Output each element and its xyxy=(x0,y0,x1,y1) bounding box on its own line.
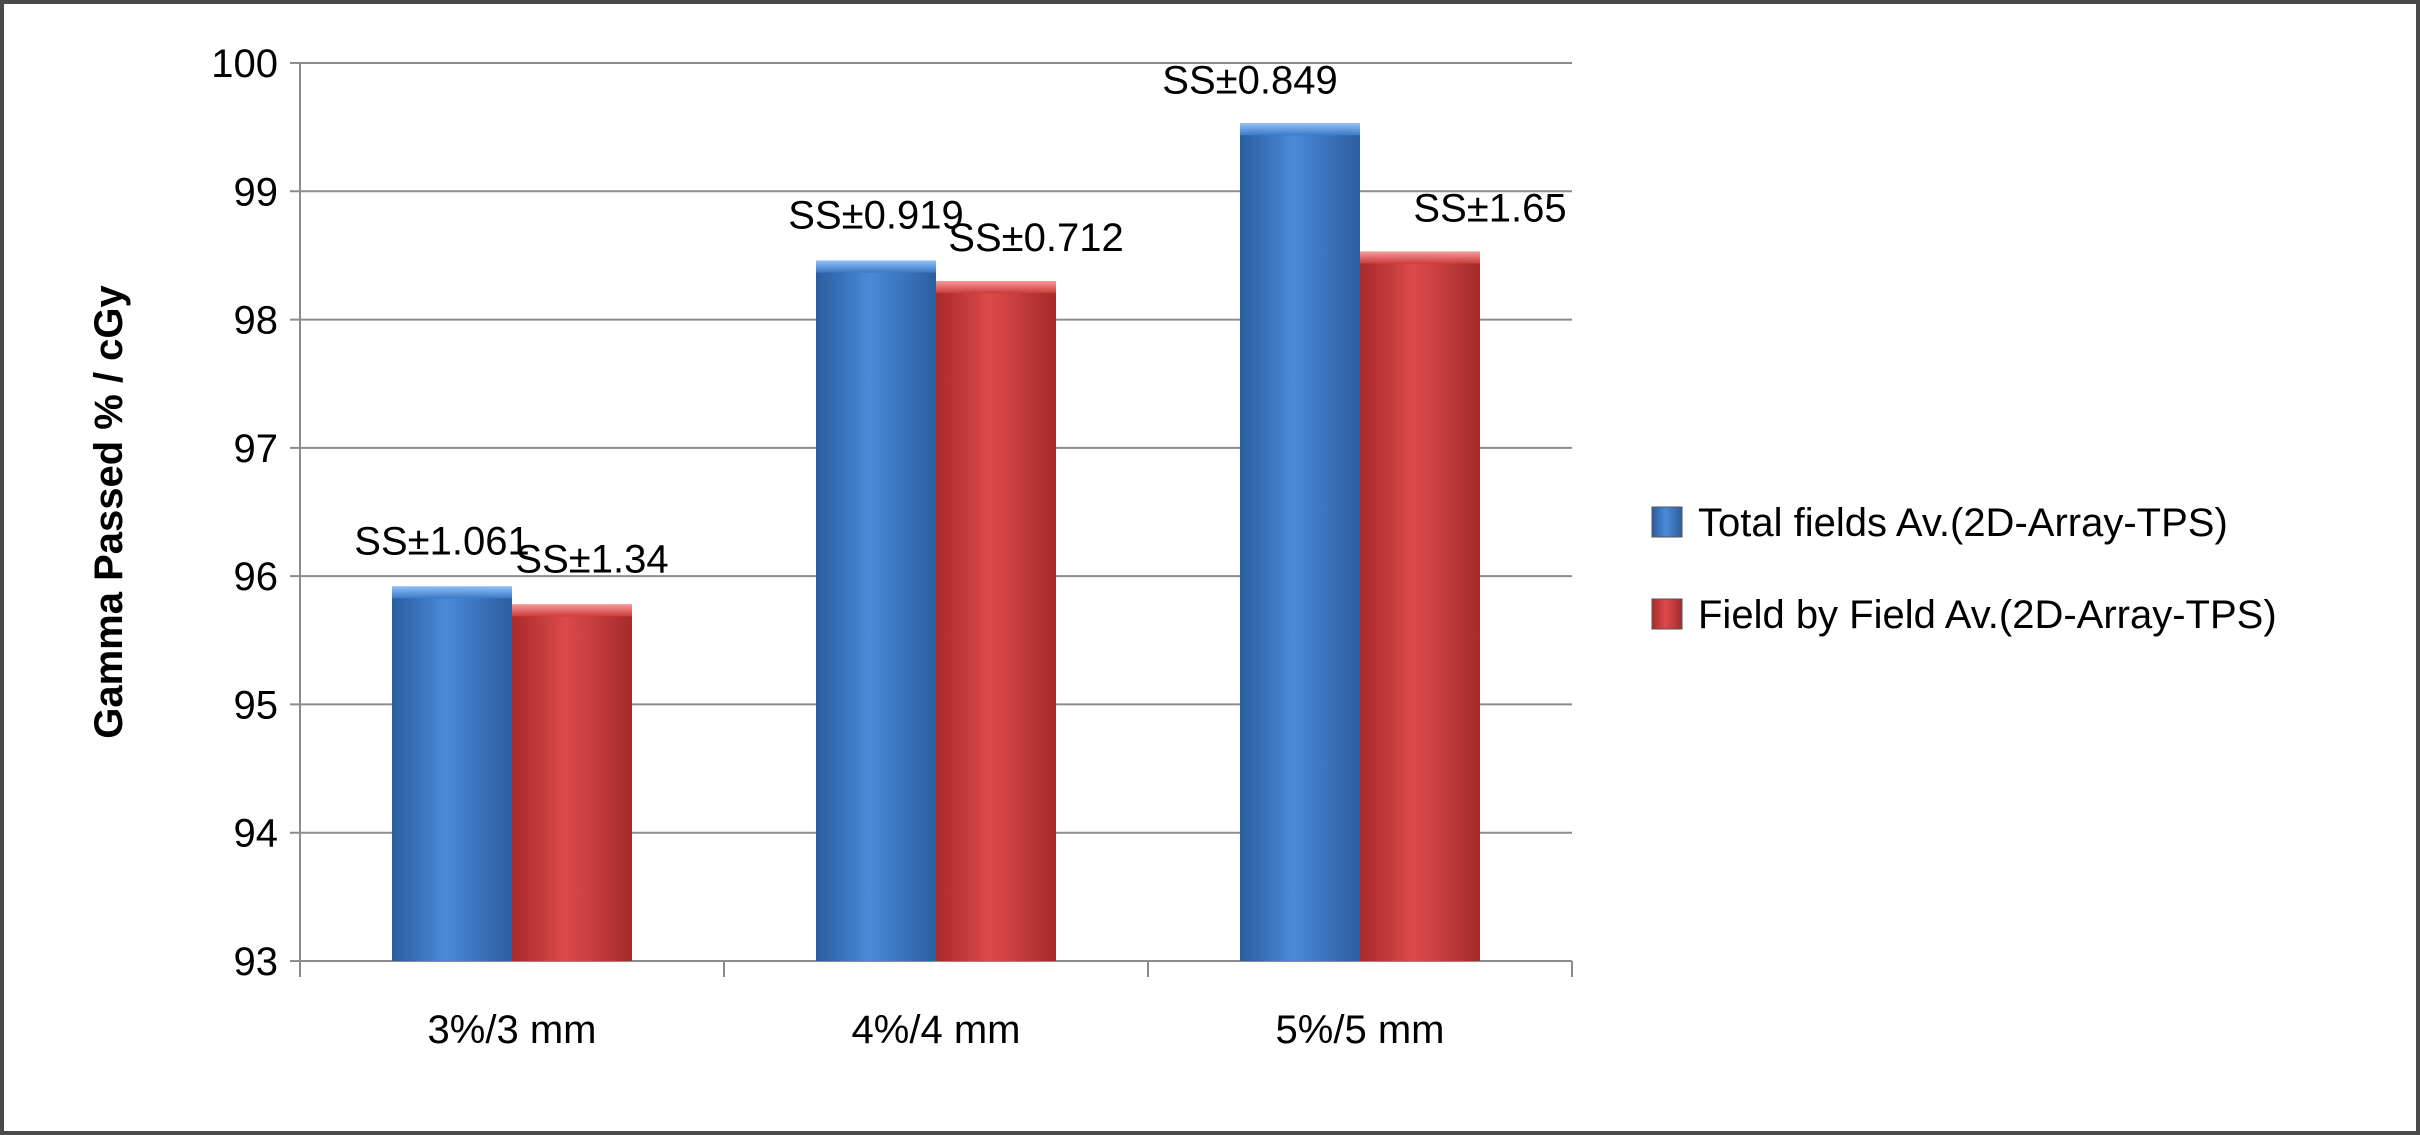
legend-swatch xyxy=(1651,506,1683,538)
y-tick-label: 99 xyxy=(234,170,279,214)
y-tick-label: 97 xyxy=(234,427,279,471)
legend-label: Total fields Av.(2D-Array-TPS) xyxy=(1698,501,2228,545)
y-axis-label: Gamma Passed % / cGy xyxy=(87,284,131,738)
bar-cap xyxy=(1240,123,1360,136)
data-label: SS±1.061 xyxy=(354,519,529,563)
y-tick-label: 98 xyxy=(234,299,279,343)
data-label: SS±0.712 xyxy=(948,216,1123,260)
bar xyxy=(936,281,1056,962)
data-label: SS±1.34 xyxy=(515,537,668,581)
x-tick-label: 5%/5 mm xyxy=(1276,1008,1445,1052)
bar xyxy=(816,260,936,961)
bar-cap xyxy=(392,586,512,599)
y-tick-label: 100 xyxy=(211,42,278,86)
bars xyxy=(392,123,1480,962)
legend-swatch xyxy=(1651,598,1683,630)
bar-cap xyxy=(936,281,1056,294)
y-tick-label: 93 xyxy=(234,940,279,984)
legend: Total fields Av.(2D-Array-TPS) Field by F… xyxy=(1651,501,2277,637)
x-tick-label: 4%/4 mm xyxy=(852,1008,1021,1052)
y-tick-label: 95 xyxy=(234,683,279,727)
bar xyxy=(1360,251,1480,961)
data-label: SS±0.849 xyxy=(1162,58,1337,102)
legend-label: Field by Field Av.(2D-Array-TPS) xyxy=(1698,593,2277,637)
bar xyxy=(512,604,632,961)
x-tick-label: 3%/3 mm xyxy=(428,1008,597,1052)
axes: 93 94 95 96 97 98 99 100 3%/3 mm 4%/4 mm 5%/5 mm xyxy=(211,42,1573,1052)
bar-cap xyxy=(816,260,936,273)
y-tick-label: 96 xyxy=(234,555,279,599)
bar xyxy=(392,586,512,961)
bar-cap xyxy=(1360,251,1480,264)
bar-cap xyxy=(512,604,632,617)
data-label: SS±1.65 xyxy=(1413,187,1566,231)
y-tick-label: 94 xyxy=(234,812,279,856)
bar xyxy=(1240,123,1360,961)
data-label: SS±0.919 xyxy=(788,194,963,238)
